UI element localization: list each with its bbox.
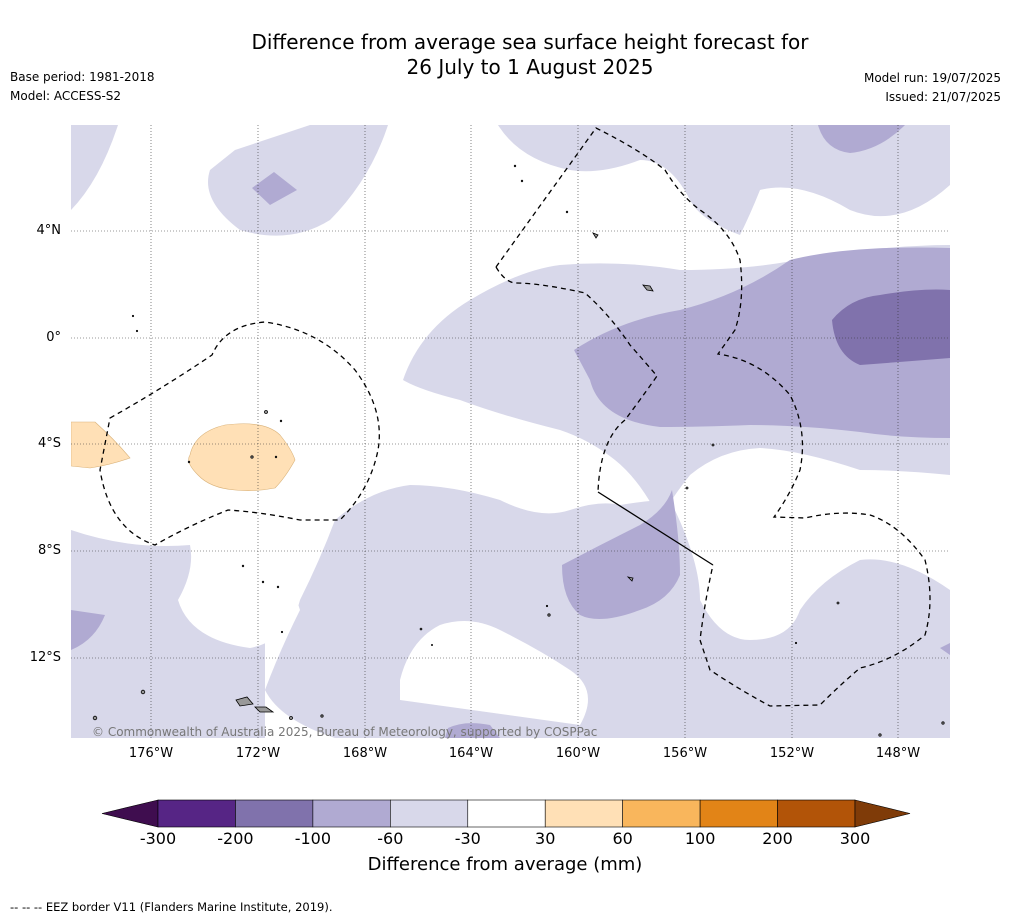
- colorbar-tick-label: 60: [612, 829, 633, 848]
- anomaly-minus-100-200: [832, 289, 950, 365]
- lon-label-164w: 164°W: [448, 746, 494, 761]
- lon-label-160w: 160°W: [555, 746, 601, 761]
- colorbar-tick-label: 200: [762, 829, 793, 848]
- meta-left: Base period: 1981-2018 Model: ACCESS-S2: [10, 68, 155, 106]
- model-run: Model run: 19/07/2025: [863, 71, 1001, 85]
- eez-solid-border: [597, 491, 714, 566]
- lat-label-4s: 4°S: [37, 436, 61, 451]
- grid-lines: [71, 125, 950, 738]
- colorbar-tick-label: -60: [377, 829, 404, 848]
- base-period: Base period: 1981-2018: [10, 70, 155, 84]
- lon-label-156w: 156°W: [662, 746, 708, 761]
- lon-label-168w: 168°W: [342, 746, 388, 761]
- title-line-2: 26 July to 1 August 2025: [406, 55, 654, 79]
- map-plot-area: [71, 125, 950, 738]
- colorbar-tick-label: 100: [684, 829, 716, 848]
- colorbar-tick-label: 30: [535, 829, 556, 848]
- title-line-1: Difference from average sea surface heig…: [251, 30, 809, 54]
- copyright-notice: © Commonwealth of Australia 2025, Bureau…: [92, 725, 598, 739]
- meta-right: Model run: 19/07/2025 Issued: 21/07/2025: [864, 69, 1001, 107]
- issued-date: Issued: 21/07/2025: [885, 90, 1001, 104]
- map-title: Difference from average sea surface heig…: [180, 30, 880, 80]
- colorbar-label: Difference from average (mm): [367, 854, 643, 875]
- colorbar-tick-label: -100: [294, 829, 332, 848]
- lat-label-12s: 12°S: [29, 650, 61, 665]
- lat-label-8s: 8°S: [37, 543, 61, 558]
- lat-label-4n: 4°N: [36, 223, 62, 238]
- eez-borders: [99, 127, 931, 707]
- anomaly-neutral-holes: [265, 560, 588, 738]
- anomaly-plus-30-60: [71, 421, 296, 491]
- islands: [92, 164, 945, 737]
- colorbar-tick-label: -30: [454, 829, 481, 848]
- colorbar-tick-label: -200: [217, 829, 254, 848]
- lon-label-176w: 176°W: [128, 746, 174, 761]
- eez-footnote: -- -- -- EEZ border V11 (Flanders Marine…: [10, 900, 333, 914]
- colorbar-tick-label: 300: [839, 829, 871, 848]
- lon-label-152w: 152°W: [769, 746, 815, 761]
- lon-label-148w: 148°W: [875, 746, 921, 761]
- anomaly-minus-60-100: [71, 125, 950, 738]
- model-name: Model: ACCESS-S2: [10, 89, 122, 103]
- lon-label-172w: 172°W: [235, 746, 281, 761]
- colorbar-tick-label: -300: [139, 829, 177, 848]
- lat-label-0: 0°: [46, 330, 61, 345]
